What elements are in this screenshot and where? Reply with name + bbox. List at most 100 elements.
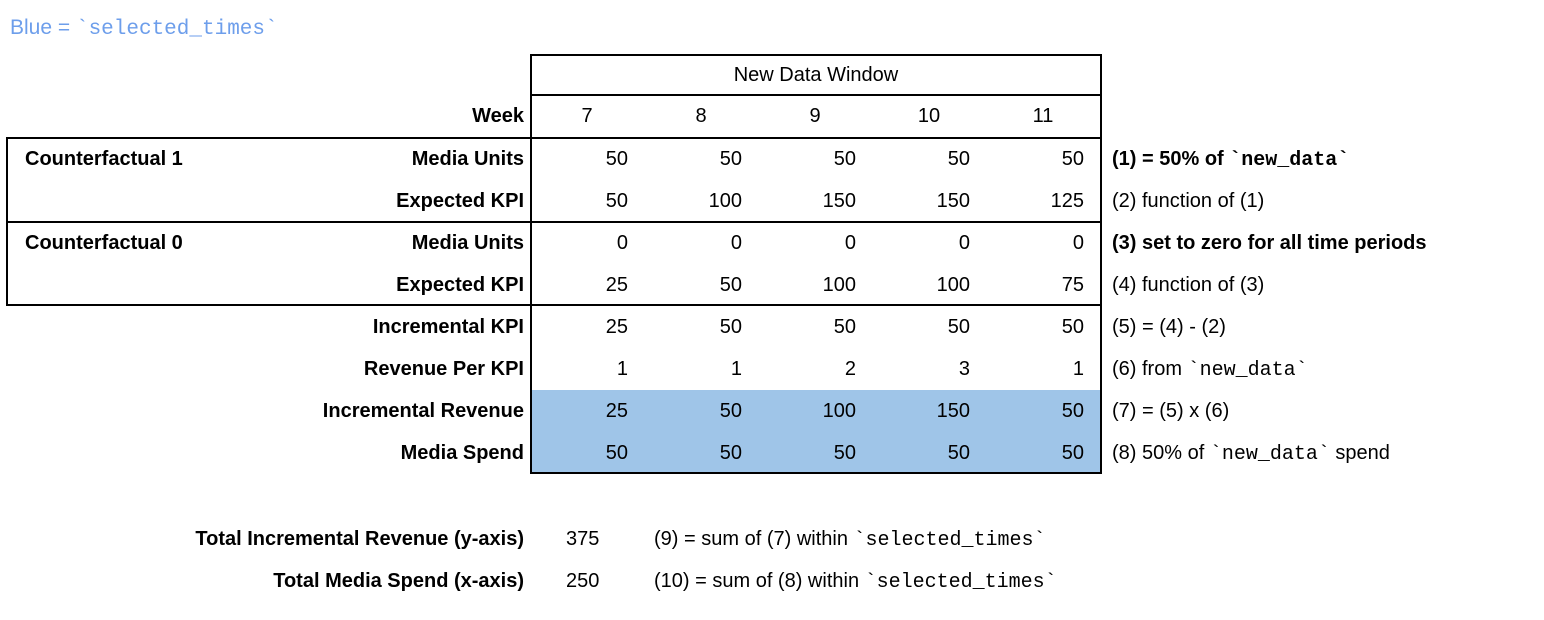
table-border-right (1100, 54, 1102, 474)
total-row-incremental-revenue: Total Incremental Revenue (y-axis) 375 (… (0, 518, 1544, 560)
row-annotation: (6) from `new_data` (1100, 348, 1544, 390)
total-label: Total Media Spend (x-axis) (273, 570, 524, 592)
week-value: 11 (1032, 105, 1054, 127)
cell-value-highlighted: 50 (758, 432, 872, 474)
row-label: Media Units (411, 148, 524, 170)
week-row: Week 7 8 9 10 11 (6, 95, 1544, 138)
spacer (6, 306, 280, 348)
cell-value: 50 (719, 274, 742, 296)
cell-value-highlighted: 100 (758, 390, 872, 432)
spacer (6, 95, 280, 138)
cell-value: 50 (1061, 316, 1084, 338)
annotation-text: (10) = sum of (8) within (654, 570, 865, 592)
week-label: Week (472, 105, 524, 127)
cell-value: 25 (605, 316, 628, 338)
row-annotation: (5) = (4) - (2) (1100, 306, 1544, 348)
annotation-text: (5) = (4) - (2) (1112, 316, 1226, 338)
annotation-text: spend (1329, 442, 1390, 464)
week-value: 7 (581, 105, 593, 127)
annotation-text: (8) 50% of (1112, 442, 1210, 464)
cell-value: 50 (947, 148, 970, 170)
row-annotation: (1) = 50% of `new_data` (1100, 138, 1544, 180)
cell-value: 0 (844, 232, 856, 254)
cell-value: 50 (605, 190, 628, 212)
cell-value: 125 (1050, 190, 1084, 212)
cell-value: 0 (730, 232, 742, 254)
cell-value: 50 (833, 316, 856, 338)
spacer (6, 432, 280, 474)
week-value: 10 (917, 105, 941, 127)
annotation-text: (7) = (5) x (6) (1112, 400, 1230, 422)
window-header: New Data Window (733, 64, 899, 86)
table-row-media-spend: Media Spend 50 50 50 50 50 (8) 50% of `n… (6, 432, 1544, 474)
cell-value: 100 (708, 190, 742, 212)
row-annotation: (4) function of (3) (1100, 264, 1544, 306)
spacer (6, 390, 280, 432)
annotation-text: (6) from (1112, 358, 1188, 380)
group-label-counterfactual-0: Counterfactual 0 (25, 232, 183, 254)
row-label: Media Units (411, 232, 524, 254)
cell-value: 100 (936, 274, 970, 296)
table-row-expected-kpi-cf1: Expected KPI 50 100 150 150 125 (2) func… (6, 180, 1544, 222)
row-label: Incremental KPI (372, 316, 524, 338)
week-value: 8 (695, 105, 707, 127)
cell-value: 50 (605, 148, 628, 170)
annotation-code: `new_data` (1187, 359, 1308, 382)
row-label: Media Spend (400, 442, 524, 464)
cell-value-highlighted: 25 (530, 390, 644, 432)
row-label: Incremental Revenue (322, 400, 524, 422)
spacer (6, 348, 280, 390)
annotation-text: (4) function of (3) (1112, 274, 1265, 296)
cell-value-highlighted: 50 (644, 390, 758, 432)
row-label: Revenue Per KPI (363, 358, 524, 380)
cell-value: 1 (730, 358, 742, 380)
table-border-header-bottom (530, 94, 1102, 96)
cell-value: 100 (822, 274, 856, 296)
spacer (1100, 95, 1544, 138)
cell-value: 0 (958, 232, 970, 254)
row-label: Expected KPI (396, 190, 524, 212)
annotation-code: `selected_times` (853, 529, 1046, 552)
cell-value: 1 (616, 358, 628, 380)
row-label: Expected KPI (396, 274, 524, 296)
cell-value: 25 (605, 274, 628, 296)
table-row-incremental-kpi: Incremental KPI 25 50 50 50 50 (5) = (4)… (6, 306, 1544, 348)
counterfactual-box-divider (6, 221, 1102, 223)
annotation-code: `new_data` (1229, 149, 1350, 172)
annotation-code: `selected_times` (864, 571, 1057, 594)
legend-text: Blue = (10, 16, 76, 39)
table-row-expected-kpi-cf0: Expected KPI 25 50 100 100 75 (4) functi… (6, 264, 1544, 306)
table-border-top (530, 54, 1102, 56)
row-annotation: (7) = (5) x (6) (1100, 390, 1544, 432)
annotation-text: (1) = 50% of (1112, 148, 1230, 170)
table-row-incremental-revenue: Incremental Revenue 25 50 100 150 50 (7)… (6, 390, 1544, 432)
table-border-left (530, 54, 532, 474)
cell-value: 50 (719, 148, 742, 170)
cell-value-highlighted: 50 (872, 432, 986, 474)
cell-value-highlighted: 50 (986, 432, 1100, 474)
cell-value: 50 (719, 316, 742, 338)
spacer (6, 180, 280, 222)
total-value: 375 (566, 528, 600, 550)
table-border-bottom (530, 472, 1102, 474)
group-label-counterfactual-1: Counterfactual 1 (25, 148, 183, 170)
cell-value: 75 (1061, 274, 1084, 296)
cell-value: 1 (1072, 358, 1084, 380)
cell-value: 50 (1061, 148, 1084, 170)
cell-value-highlighted: 50 (986, 390, 1100, 432)
annotation-text: (9) = sum of (7) within (654, 528, 854, 550)
total-annotation: (10) = sum of (8) within `selected_times… (650, 560, 1544, 602)
row-annotation: (8) 50% of `new_data` spend (1100, 432, 1544, 474)
cell-value: 150 (936, 190, 970, 212)
cell-value: 50 (947, 316, 970, 338)
cell-value: 2 (844, 358, 856, 380)
cell-value: 0 (616, 232, 628, 254)
total-annotation: (9) = sum of (7) within `selected_times` (650, 518, 1544, 560)
total-row-media-spend: Total Media Spend (x-axis) 250 (10) = su… (0, 560, 1544, 602)
legend: Blue = `selected_times` (10, 12, 278, 44)
annotation-code: `new_data` (1209, 443, 1330, 466)
table-row-media-units-cf0: Counterfactual 0 Media Units 0 0 0 0 0 (… (6, 222, 1544, 264)
table-row-revenue-per-kpi: Revenue Per KPI 1 1 2 3 1 (6) from `new_… (6, 348, 1544, 390)
counterfactual1-box-top (6, 137, 1102, 139)
